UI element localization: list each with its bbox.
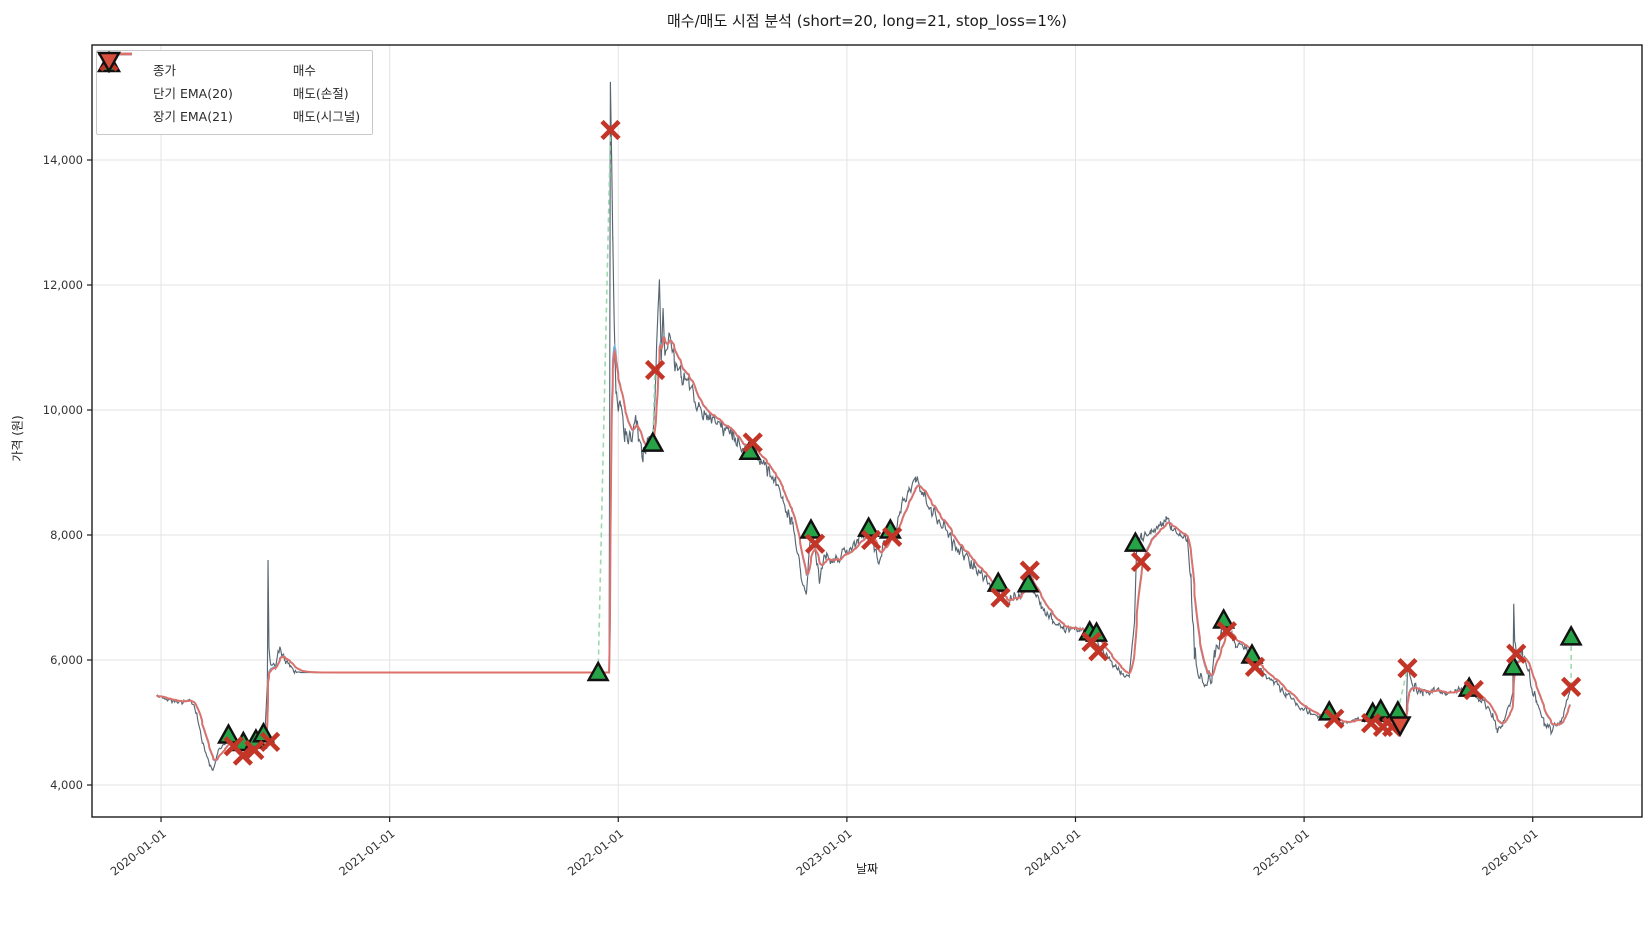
legend-item-ema-long: 장기 EMA(21) — [98, 52, 233, 127]
buy-marker — [1559, 624, 1583, 646]
buy-marker — [641, 431, 665, 452]
plot-border — [91, 44, 1643, 818]
stoploss-marker — [644, 359, 666, 381]
axis-tick-labels: 4,0006,0008,00010,00012,00014,0002020-01… — [43, 153, 1541, 879]
y-tick-label: 12,000 — [43, 278, 83, 292]
buy-marker — [1501, 654, 1526, 676]
legend-label-ema-long: 장기 EMA(21) — [153, 109, 233, 124]
stoploss-marker — [1244, 656, 1266, 678]
sellsignal-marker — [1388, 716, 1412, 737]
legend-item-buy: 매수 — [97, 51, 360, 81]
stoploss-marker — [1397, 657, 1418, 679]
buy-marker — [986, 571, 1010, 592]
ema-long-line — [156, 335, 1571, 762]
stoploss-marker — [1130, 551, 1152, 573]
stoploss-marker — [804, 533, 826, 554]
legend-item-sellsignal: 매도(시그널) — [97, 51, 361, 127]
stoploss-marker — [1561, 676, 1582, 698]
axis-ticks — [87, 159, 1534, 822]
legend-label-stoploss: 매도(손절) — [292, 86, 349, 101]
legend-marker-column: 매수 매도(손절) 매도(시그널) — [97, 51, 361, 127]
legend-item-ema-short: 단기 EMA(20) — [98, 52, 233, 104]
stoploss-marker — [882, 526, 903, 548]
buy-marker — [586, 660, 610, 682]
legend-line-column: 종가 단기 EMA(20) 장기 EMA(21) — [98, 52, 233, 127]
trade-connector — [597, 129, 612, 673]
stoploss-marker — [1324, 708, 1345, 729]
y-tick-label: 6,000 — [50, 653, 83, 667]
legend-label-ema-short: 단기 EMA(20) — [153, 86, 233, 101]
stoploss-marker — [259, 731, 281, 753]
gridlines — [92, 45, 1642, 817]
legend: 종가 단기 EMA(20) 장기 EMA(21) 매수 — [96, 50, 374, 135]
stoploss-marker — [860, 529, 882, 551]
trade-connector — [1397, 667, 1409, 713]
stoploss-marker — [1088, 641, 1109, 662]
stoploss-marker — [1216, 621, 1237, 642]
stoploss-marker — [600, 119, 621, 141]
buy-markers — [216, 431, 1583, 752]
stoploss-marker — [990, 587, 1011, 608]
y-tick-label: 10,000 — [43, 403, 83, 417]
legend-label-buy: 매수 — [292, 63, 316, 78]
buy-marker — [1084, 621, 1109, 642]
buy-marker — [1123, 531, 1147, 552]
buy-marker — [1369, 698, 1393, 719]
y-tick-label: 14,000 — [43, 153, 83, 167]
legend-label-close: 종가 — [153, 63, 177, 78]
stoploss-marker — [1506, 643, 1527, 664]
x-axis-label: 날짜 — [855, 862, 879, 876]
trade-connector — [651, 369, 656, 444]
buy-marker — [1016, 571, 1040, 593]
stoploss-marker — [1463, 679, 1484, 701]
sellsignal-markers — [1388, 716, 1412, 737]
legend-item-close: 종가 — [98, 52, 233, 81]
buy-marker — [799, 518, 823, 539]
stoploss-markers — [223, 119, 1582, 766]
y-tick-label: 8,000 — [50, 528, 83, 542]
close-price-line — [156, 81, 1571, 771]
stoploss-marker — [232, 745, 254, 766]
stoploss-marker — [1019, 560, 1040, 581]
legend-item-stoploss: 매도(손절) — [99, 52, 360, 104]
chart-title: 매수/매도 시점 분석 (short=20, long=21, stop_los… — [666, 12, 1067, 30]
legend-label-sellsignal: 매도(시그널) — [292, 109, 361, 124]
y-tick-label: 4,000 — [50, 778, 83, 792]
stoploss-marker — [244, 739, 265, 761]
stoploss-marker — [742, 432, 763, 453]
trade-connectors — [597, 129, 1572, 713]
y-axis-label: 가격 (원) — [10, 415, 25, 462]
